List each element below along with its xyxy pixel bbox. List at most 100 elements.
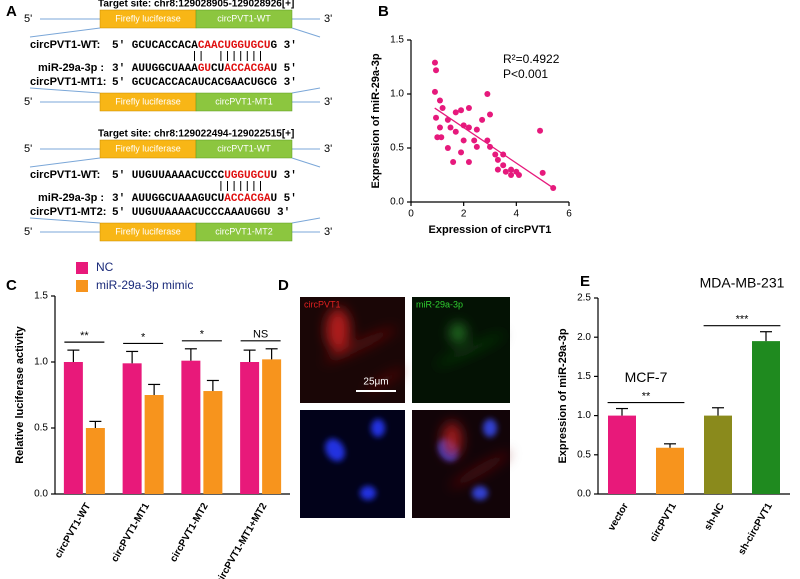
legend-label: NC xyxy=(96,260,114,274)
point xyxy=(436,124,443,131)
point xyxy=(433,114,440,121)
funnel xyxy=(291,157,321,168)
sequence-segment: 5' UUGUUAAAACUCCC xyxy=(112,170,225,182)
sequence-segment: 5' GCUCACCACA xyxy=(112,40,198,52)
three-prime: 3' xyxy=(324,13,332,25)
row-label: circPVT1-MT1: xyxy=(30,76,106,88)
point xyxy=(438,134,445,141)
x-tick-label: 4 xyxy=(514,209,520,220)
point xyxy=(508,166,515,173)
sequence: 5' GCUCACCACACAACUGGUGCUG 3' xyxy=(112,40,297,52)
group-label: MDA-MB-231 xyxy=(700,274,785,290)
bar xyxy=(203,391,223,494)
y-tick-label: 1.0 xyxy=(34,357,48,368)
x-tick-label: circPVT1 xyxy=(648,501,679,544)
three-prime: 3' xyxy=(324,143,332,155)
circ-box xyxy=(195,222,293,242)
row-label: circPVT1-WT: xyxy=(30,39,100,51)
point xyxy=(433,67,440,74)
sequence-segment: UGGUGCU xyxy=(224,170,270,182)
y-tick-label: 0.5 xyxy=(577,449,591,460)
image-label: circPVT1 xyxy=(304,299,341,309)
sequence-segment: U 3' xyxy=(270,170,296,182)
point xyxy=(484,91,491,97)
circ-label: circPVT1-MT2 xyxy=(215,226,273,236)
point xyxy=(447,124,454,131)
y-tick-label: 0.0 xyxy=(390,197,404,208)
sequence-segment: U 5' xyxy=(270,63,296,75)
bar xyxy=(181,360,201,494)
x-tick-label: 2 xyxy=(461,209,467,220)
circ-box xyxy=(195,9,293,29)
point xyxy=(492,151,499,158)
five-prime: 5' xyxy=(24,13,32,25)
y-tick-label: 1.5 xyxy=(34,291,48,302)
legend-label: miR-29a-3p mimic xyxy=(96,278,193,292)
row-label: circPVT1-WT: xyxy=(30,169,100,181)
funnel xyxy=(29,27,101,38)
funnel xyxy=(29,87,101,94)
luciferase-label: Firefly luciferase xyxy=(115,96,181,106)
five-prime: 5' xyxy=(24,96,32,108)
point xyxy=(539,169,546,176)
panel-label: E xyxy=(580,273,590,290)
point xyxy=(465,124,472,131)
target-site: Target site: chr8:129022494-129022515[+] xyxy=(98,129,294,140)
x-tick-label: sh-NC xyxy=(703,501,727,532)
y-tick-label: 1.5 xyxy=(390,35,404,46)
x-tick-label: circPVT1-WT xyxy=(53,501,93,560)
point xyxy=(479,116,486,123)
sequence-segment: 3' AUUGGCUAAA xyxy=(112,63,198,75)
point xyxy=(439,105,446,112)
sequence-segment: U 5' xyxy=(270,193,296,205)
row-label: circPVT1-MT2: xyxy=(30,206,106,218)
row-label: miR-29a-3p : xyxy=(38,62,104,74)
bar xyxy=(63,362,83,494)
x-tick-label: circPVT1-MT1 xyxy=(109,501,152,564)
y-axis-label: Expression of miR-29a-3p xyxy=(557,328,569,463)
funnel xyxy=(291,27,321,38)
y-axis-label: Relative luciferase activity xyxy=(14,325,26,463)
five-prime: 5' xyxy=(24,143,32,155)
scale-bar-label: 25μm xyxy=(363,377,388,388)
three-prime: 3' xyxy=(324,226,332,238)
sequence-segment: ACCACGA xyxy=(224,63,271,75)
sequence: 5' GCUCACCACAUCACGAACUGCG 3' xyxy=(112,77,297,89)
legend-swatch xyxy=(76,262,88,274)
point xyxy=(537,127,544,134)
point xyxy=(458,149,465,156)
group-label: MCF-7 xyxy=(625,369,668,385)
funnel xyxy=(29,217,101,224)
panel-label: C xyxy=(6,277,17,294)
sequence-segment: G 3' xyxy=(270,40,296,52)
point xyxy=(473,126,480,133)
significance: *** xyxy=(736,314,750,326)
significance: * xyxy=(200,329,205,341)
x-tick-label: sh-circPVT1 xyxy=(736,501,775,557)
image-label: miR-29a-3p xyxy=(416,299,463,309)
y-tick-label: 2.0 xyxy=(577,332,591,343)
y-tick-label: 0.0 xyxy=(34,489,48,500)
bar xyxy=(656,447,684,494)
sequence-segment: GU xyxy=(198,63,211,75)
point xyxy=(515,172,522,178)
point xyxy=(500,162,507,169)
y-tick-label: 1.0 xyxy=(577,410,591,421)
point xyxy=(473,143,480,150)
point xyxy=(494,156,501,163)
x-tick-label: circPVT1-MT1+MT2 xyxy=(214,501,270,579)
circ-label: circPVT1-MT1 xyxy=(215,96,273,106)
circ-label: circPVT1-WT xyxy=(217,143,271,153)
bar xyxy=(240,362,260,494)
panel-label: D xyxy=(278,277,289,294)
point xyxy=(431,88,438,95)
x-tick-label: vector xyxy=(606,501,631,533)
point xyxy=(487,111,493,118)
point xyxy=(460,137,467,144)
significance: * xyxy=(141,331,146,343)
point xyxy=(452,109,459,116)
x-tick-label: 0 xyxy=(408,209,414,220)
sequence: 5' UUGUUAAAACUCCCAAAUGGU 3' xyxy=(112,207,290,219)
y-tick-label: 1.0 xyxy=(390,89,404,100)
